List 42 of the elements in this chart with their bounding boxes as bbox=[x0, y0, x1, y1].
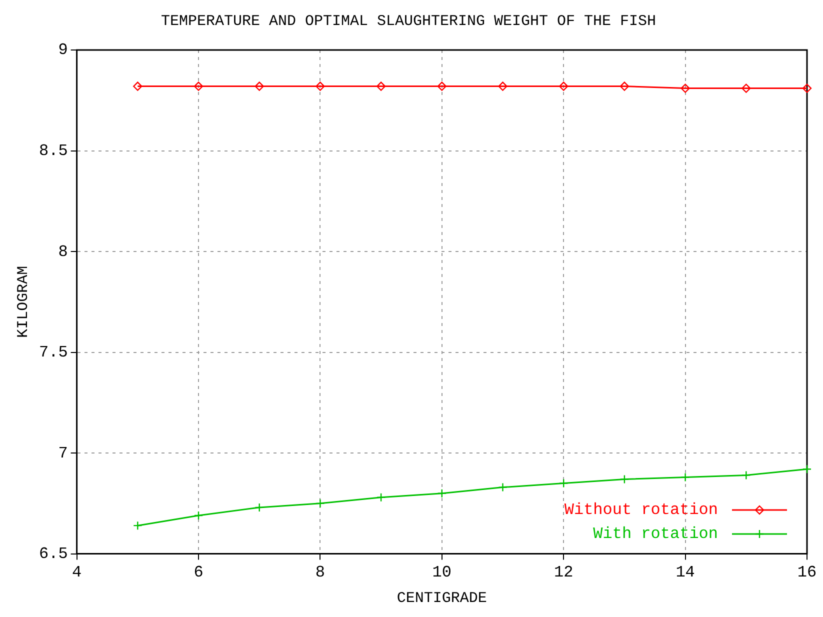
x-tick-label: 14 bbox=[676, 564, 695, 582]
x-tick-label: 16 bbox=[797, 564, 817, 582]
point bbox=[376, 492, 386, 502]
y-tick-label: 8 bbox=[58, 242, 68, 261]
point bbox=[802, 84, 812, 93]
point bbox=[254, 502, 264, 512]
point bbox=[133, 82, 142, 91]
point bbox=[437, 488, 447, 498]
point bbox=[802, 464, 812, 474]
point bbox=[498, 82, 508, 91]
y-tick-label: 7.5 bbox=[38, 344, 68, 362]
chart-title: TEMPERATURE AND OPTIMAL SLAUGHTERING WEIGHT OF THE FISH bbox=[160, 12, 656, 30]
y-tick-label: 8.5 bbox=[38, 142, 68, 160]
point bbox=[194, 82, 204, 91]
point bbox=[620, 82, 630, 91]
point bbox=[559, 478, 568, 488]
point bbox=[194, 510, 204, 520]
point bbox=[559, 82, 568, 91]
point bbox=[316, 82, 325, 91]
legend-label: With rotation bbox=[593, 524, 718, 543]
x-tick-label: 12 bbox=[554, 564, 574, 582]
point bbox=[742, 84, 751, 93]
legend-label: Without rotation bbox=[564, 500, 718, 519]
point bbox=[498, 482, 508, 492]
x-tick-label: 8 bbox=[315, 564, 326, 582]
point bbox=[680, 472, 690, 482]
x-tick-label: 6 bbox=[194, 564, 204, 582]
point bbox=[742, 470, 751, 480]
point bbox=[376, 82, 386, 91]
point bbox=[316, 498, 325, 508]
y-tick-label: 6.5 bbox=[38, 545, 68, 564]
point bbox=[437, 82, 447, 91]
x-tick-label: 10 bbox=[432, 564, 452, 582]
point bbox=[254, 82, 264, 91]
x-axis-title: CENTIGRADE bbox=[396, 590, 487, 607]
point bbox=[680, 84, 690, 93]
y-axis-title: KILOGRAM bbox=[14, 266, 32, 338]
point bbox=[620, 474, 630, 484]
y-tick-label: 9 bbox=[58, 41, 68, 60]
x-tick-label: 4 bbox=[72, 564, 82, 582]
y-tick-label: 7 bbox=[58, 444, 68, 462]
point bbox=[133, 520, 142, 530]
